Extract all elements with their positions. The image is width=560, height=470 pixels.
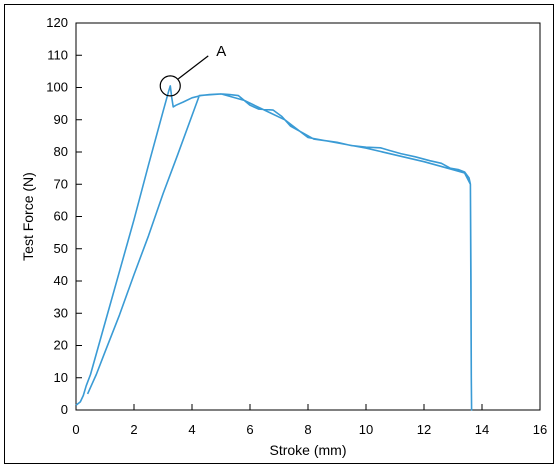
y-axis-title: Test Force (N) (20, 172, 36, 261)
y-tick-label: 110 (47, 47, 68, 62)
x-tick-label: 0 (72, 422, 79, 437)
x-tick-label: 8 (304, 422, 311, 437)
y-tick-label: 10 (54, 370, 68, 385)
chart-frame: 0 2 4 6 8 10 12 14 16 0 10 20 30 40 50 60 70 80 90 100 110 12… (4, 4, 554, 464)
x-tick-label: 14 (475, 422, 489, 437)
x-tick-label: 2 (130, 422, 137, 437)
x-axis-title: Stroke (mm) (270, 442, 347, 458)
y-tick-label: 30 (54, 305, 68, 320)
x-tick-label: 10 (359, 422, 373, 437)
x-tick-label: 6 (246, 422, 253, 437)
y-tick-label: 20 (54, 338, 68, 353)
annotations: A (159, 43, 226, 97)
y-tick-label: 60 (54, 209, 68, 224)
x-tick-label: 4 (188, 422, 195, 437)
x-tick-label: 16 (533, 422, 547, 437)
y-tick-label: 40 (54, 273, 68, 288)
y-tick-label: 50 (54, 241, 68, 256)
series (75, 85, 473, 411)
y-tick-label: 80 (54, 144, 68, 159)
line-chart: 0 2 4 6 8 10 12 14 16 0 10 20 30 40 50 60 70 80 90 100 110 12… (20, 15, 547, 458)
annotation-circle (159, 75, 181, 97)
series-line-0 (75, 85, 473, 411)
y-tick-label: 70 (54, 176, 68, 191)
y-tick-label: 0 (61, 402, 68, 417)
x-tick-label: 12 (417, 422, 431, 437)
y-tick-label: 100 (46, 80, 68, 95)
annotation-label: A (216, 43, 226, 60)
ticks (75, 22, 541, 411)
y-tick-label: 90 (54, 112, 68, 127)
y-tick-label: 120 (46, 15, 68, 30)
tick-labels: 0 2 4 6 8 10 12 14 16 0 10 20 30 40 50 60 70 80 90 100 110 12… (46, 15, 547, 437)
annotation-leader (177, 55, 209, 80)
